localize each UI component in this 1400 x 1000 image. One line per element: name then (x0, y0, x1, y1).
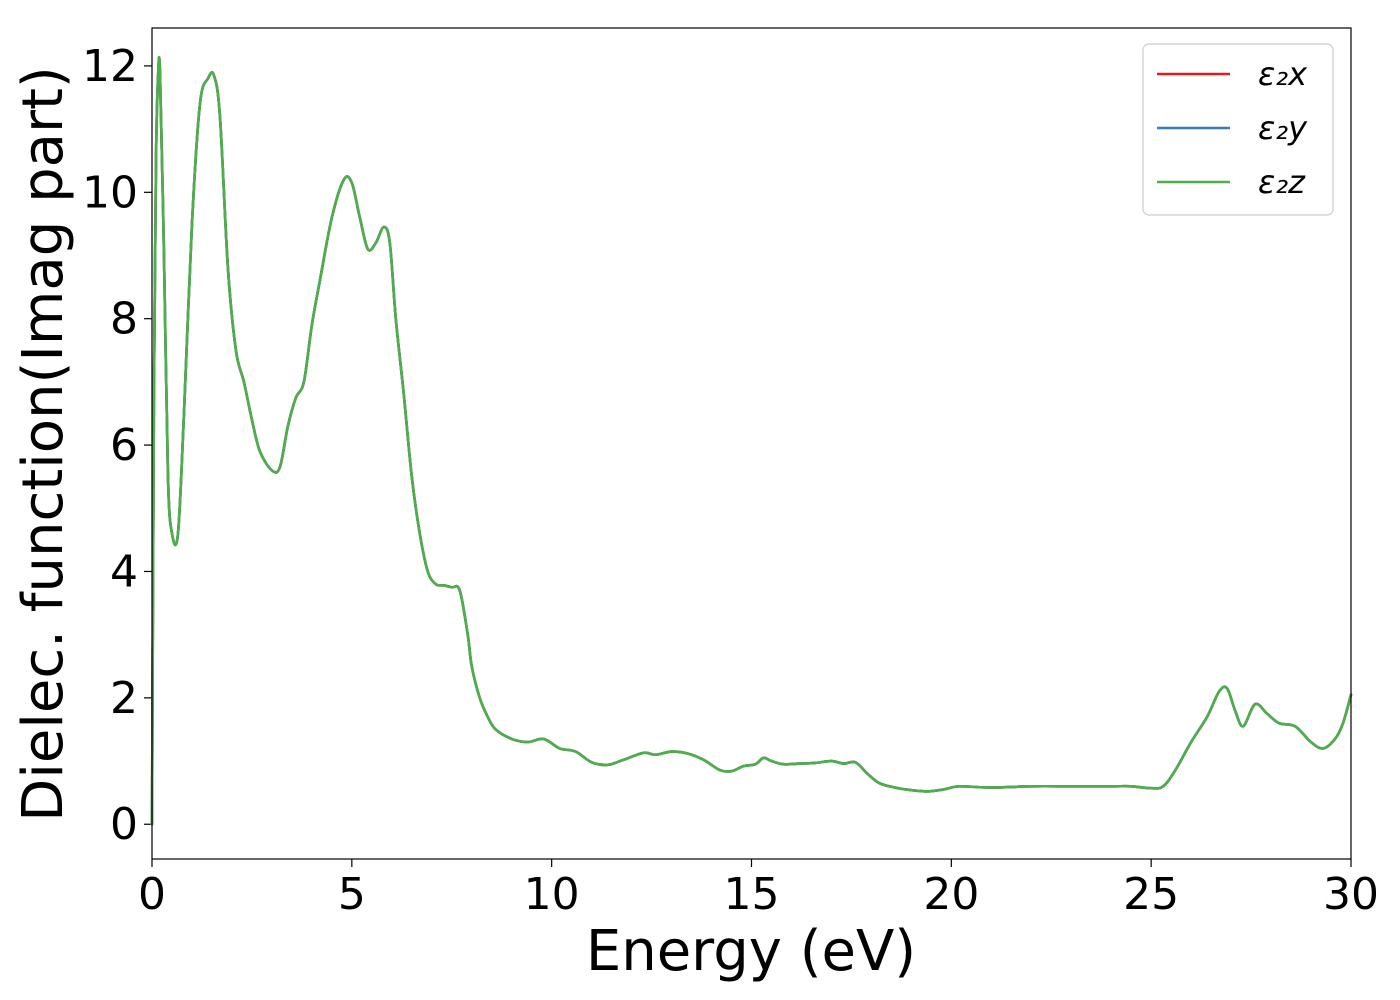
y-tick-label: 0 (110, 799, 138, 850)
legend-label-2: ε₂y (1258, 109, 1308, 147)
x-tick-label: 10 (524, 869, 580, 920)
y-axis-label: Dielec. function(Imag part) (11, 66, 76, 822)
y-tick-label: 6 (110, 420, 138, 471)
y-tick-label: 12 (82, 41, 138, 92)
legend: ε₂x ε₂y ε₂z (1142, 43, 1334, 216)
x-tick-label: 0 (138, 869, 166, 920)
y-axis-ticks: 0 2 4 6 8 10 12 (82, 41, 152, 850)
y-tick-label: 10 (82, 167, 138, 218)
series-layer (150, 56, 1353, 826)
legend-label-3: ε₂z (1258, 163, 1306, 201)
x-tick-label: 15 (724, 869, 780, 920)
y-tick-label: 2 (110, 673, 138, 724)
legend-box (1142, 43, 1334, 216)
x-axis-ticks: 0 5 10 15 20 25 30 (138, 859, 1379, 920)
x-tick-label: 20 (923, 869, 979, 920)
plot-area-frame (151, 27, 1352, 860)
y-tick-label: 4 (110, 546, 138, 597)
x-tick-label: 25 (1123, 869, 1179, 920)
x-tick-label: 5 (338, 869, 366, 920)
series-line-3 (150, 56, 1353, 826)
x-axis-label: Energy (eV) (586, 919, 916, 984)
legend-label-1: ε₂x (1258, 55, 1308, 93)
x-tick-label: 30 (1323, 869, 1379, 920)
y-tick-label: 8 (110, 294, 138, 345)
